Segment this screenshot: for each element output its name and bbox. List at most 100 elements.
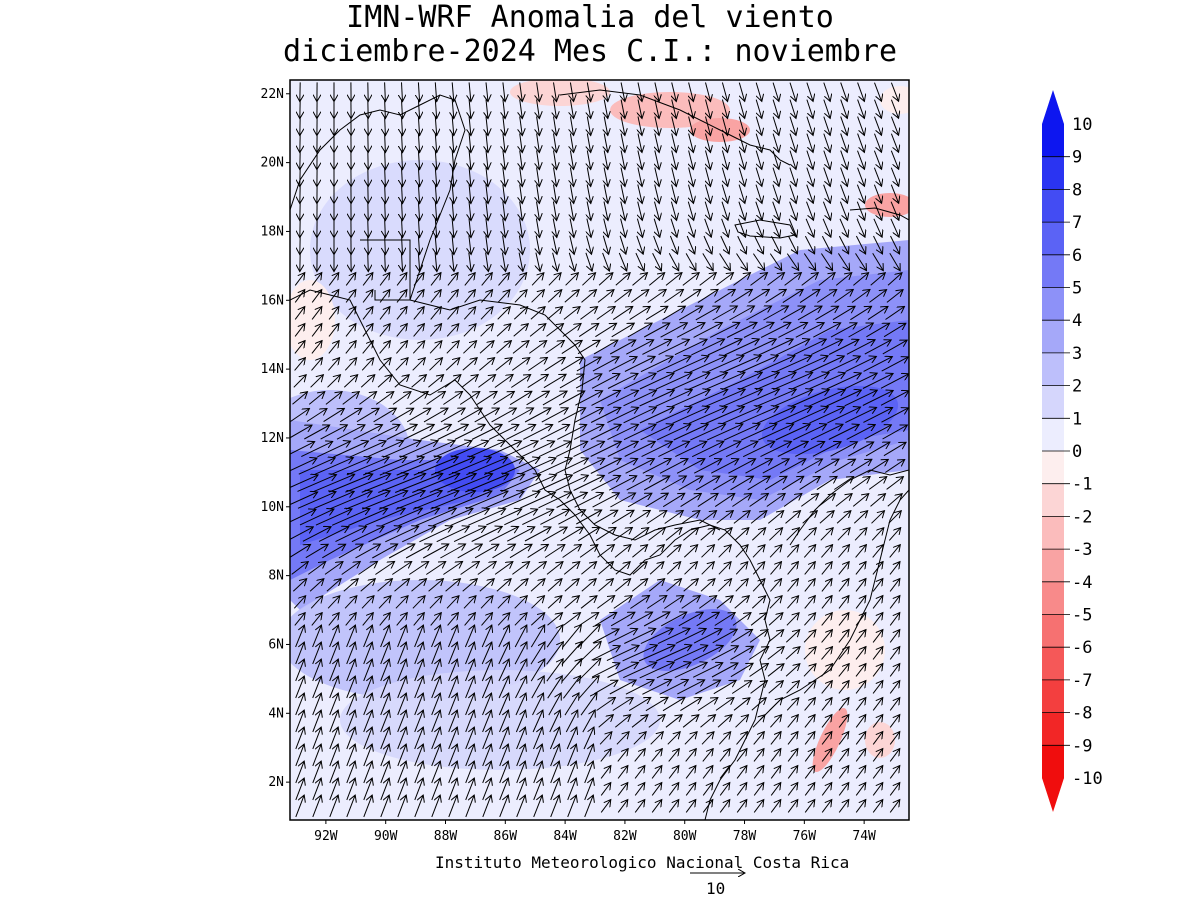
wind-vector	[447, 273, 458, 286]
wind-vector	[385, 116, 386, 135]
wind-vector	[672, 356, 709, 373]
wind-vector	[671, 390, 710, 407]
wind-vector	[722, 406, 761, 425]
wind-vector	[299, 509, 334, 526]
lat-tick-label: 2N	[268, 775, 284, 790]
wind-vector	[418, 116, 419, 135]
wind-vector	[867, 459, 889, 474]
wind-vector	[621, 82, 625, 102]
wind-vector	[639, 407, 674, 424]
lat-tick-label: 20N	[261, 156, 284, 171]
colorbar-top-arrow	[1042, 90, 1064, 124]
colorbar-label: 3	[1072, 344, 1082, 364]
wind-vector	[655, 373, 692, 390]
wind-vector	[769, 253, 781, 271]
wind-vector	[392, 392, 411, 405]
wind-vector	[723, 424, 760, 441]
wind-vector	[575, 391, 602, 406]
wind-vector	[379, 290, 390, 303]
wind-vector	[592, 357, 619, 372]
wind-vector	[412, 358, 426, 371]
wind-vector	[587, 82, 590, 102]
wind-vector	[740, 424, 777, 441]
wind-vector	[294, 324, 305, 337]
wind-vector	[336, 425, 365, 440]
wind-vector	[537, 475, 573, 492]
wind-vector	[726, 323, 757, 338]
wind-vector	[765, 289, 787, 304]
wind-vector	[712, 306, 738, 321]
wind-vector	[509, 391, 532, 406]
wind-vector	[402, 99, 403, 118]
wind-vector	[503, 150, 505, 169]
wind-vector	[840, 133, 848, 153]
wind-vector	[546, 324, 564, 337]
wind-vector	[855, 253, 867, 270]
wind-vector	[413, 324, 425, 337]
wind-vector	[536, 218, 539, 238]
colorbar-label: 8	[1072, 180, 1082, 200]
wind-vector	[623, 424, 656, 441]
wind-vector	[851, 290, 870, 303]
wind-vector	[655, 184, 660, 204]
wind-vector	[731, 289, 753, 304]
wind-vector	[330, 457, 372, 476]
wind-vector	[799, 476, 821, 491]
wind-vector	[639, 390, 675, 407]
wind-vector	[655, 407, 692, 424]
lon-tick-label: 84W	[553, 829, 577, 844]
wind-vector	[789, 201, 797, 221]
colorbar-label: -5	[1072, 606, 1092, 626]
wind-vector	[602, 235, 608, 255]
wind-vector	[378, 474, 425, 493]
wind-vector	[672, 82, 677, 102]
wind-vector	[435, 99, 436, 118]
wind-vector	[554, 133, 557, 152]
wind-vector	[772, 150, 779, 170]
wind-vector	[672, 167, 677, 187]
wind-vector	[418, 252, 419, 271]
wind-vector	[638, 133, 642, 153]
wind-vector	[345, 290, 356, 303]
wind-vector	[764, 476, 787, 491]
wind-vector	[707, 339, 742, 356]
wind-vector	[315, 509, 352, 526]
wind-vector	[642, 459, 671, 474]
wind-vector	[558, 408, 585, 423]
colorbar-swatch	[1042, 254, 1064, 288]
wind-vector	[463, 324, 476, 337]
wind-vector	[394, 375, 409, 388]
wind-vector	[323, 408, 345, 423]
wind-vector	[361, 358, 374, 371]
wind-vector	[537, 167, 540, 186]
wind-vector	[503, 184, 505, 203]
wind-vector	[638, 150, 642, 170]
wind-vector	[435, 150, 436, 169]
wind-vector	[596, 307, 615, 320]
wind-vector	[608, 476, 637, 491]
wind-vector	[604, 167, 608, 187]
wind-vector	[857, 133, 865, 153]
wind-vector	[885, 307, 905, 320]
wind-vector	[607, 442, 638, 457]
wind-vector	[540, 425, 569, 440]
wind-vector	[519, 235, 522, 255]
wind-vector	[290, 509, 316, 523]
wind-vector	[293, 375, 306, 388]
wind-vector	[754, 218, 762, 237]
wind-vector	[310, 375, 324, 388]
wind-vector	[755, 184, 762, 204]
latitude-axis: 22N 20N 18N 16N 14N 12N 10N 8N 6N 4N 2N	[261, 87, 290, 790]
wind-vector	[739, 406, 778, 425]
wind-vector	[416, 441, 455, 458]
wind-vector	[806, 150, 813, 170]
wind-vector	[835, 273, 852, 286]
wind-vector	[648, 273, 664, 286]
wind-vector	[469, 150, 471, 169]
wind-vector	[446, 324, 459, 337]
wind-vector	[848, 442, 873, 457]
wind-vector	[542, 391, 567, 406]
wind-vector	[604, 150, 608, 170]
wind-vector	[570, 82, 573, 102]
wind-vector	[721, 184, 728, 204]
